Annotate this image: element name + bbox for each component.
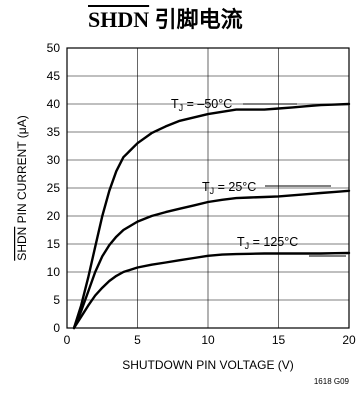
x-tick-labels: 0 5 10 15 20 <box>64 333 356 347</box>
series-line <box>72 251 351 330</box>
x-tick-label: 10 <box>201 333 215 347</box>
y-tick-label: 50 <box>47 41 61 55</box>
page-title: SHDN 引脚电流 <box>88 2 243 34</box>
y-tick-label: 30 <box>47 153 61 167</box>
y-tick-label: 20 <box>47 209 61 223</box>
y-tick-label: 45 <box>47 69 61 83</box>
y-tick-label: 40 <box>47 97 61 111</box>
y-tick-label: 5 <box>53 293 60 307</box>
y-tick-label: 0 <box>53 321 60 335</box>
figure-id: 1618 G09 <box>314 377 350 386</box>
series-labels: TJ = –50°C TJ = 25°C TJ = 125°C <box>171 97 346 257</box>
y-tick-label: 10 <box>47 265 61 279</box>
series-line <box>72 189 351 330</box>
x-tick-label: 20 <box>342 333 356 347</box>
series-label: TJ = 125°C <box>237 235 298 251</box>
y-tick-label: 25 <box>47 181 61 195</box>
y-tick-label: 15 <box>47 237 61 251</box>
y-axis-label-text: PIN CURRENT (μA) <box>15 115 29 226</box>
grid <box>67 48 349 328</box>
title-overbar-text: SHDN <box>88 7 150 32</box>
y-tick-labels: 0 5 10 15 20 25 30 35 40 45 50 <box>47 41 61 335</box>
y-axis-label-overbar: SHDN <box>15 227 29 261</box>
x-tick-label: 5 <box>134 333 141 347</box>
title-text: 引脚电流 <box>149 7 243 32</box>
series-group <box>72 102 351 330</box>
series-label: TJ = –50°C <box>171 97 232 113</box>
x-tick-label: 15 <box>272 333 286 347</box>
series-label: TJ = 25°C <box>202 180 256 196</box>
x-tick-label: 0 <box>64 333 71 347</box>
x-axis-label: SHUTDOWN PIN VOLTAGE (V) <box>122 358 294 372</box>
plot-frame <box>66 47 350 329</box>
series-line <box>72 102 351 330</box>
y-axis-label: SHDN PIN CURRENT (μA) <box>15 115 29 260</box>
y-tick-label: 35 <box>47 125 61 139</box>
